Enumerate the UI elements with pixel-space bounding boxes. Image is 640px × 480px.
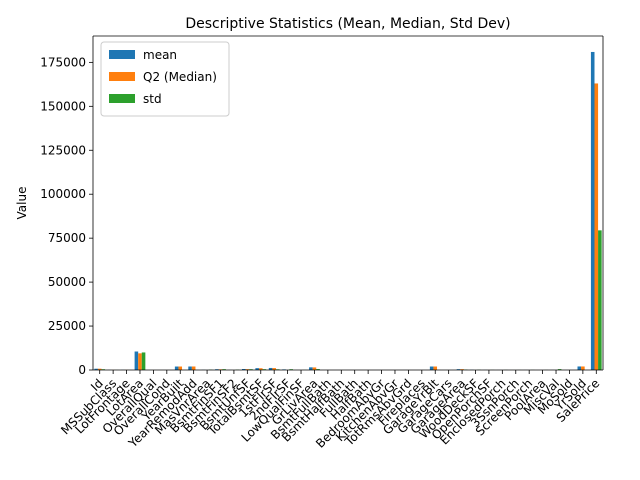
bar <box>590 51 595 371</box>
bar <box>191 366 196 370</box>
bar <box>594 83 599 370</box>
bar <box>268 367 273 370</box>
legend-swatch <box>109 50 135 59</box>
bar <box>312 367 317 370</box>
bar <box>557 369 562 370</box>
bar <box>255 368 259 370</box>
bar <box>134 351 139 370</box>
bar <box>309 367 313 370</box>
legend: mean Q2 (Median) std <box>100 41 230 117</box>
bar <box>581 366 585 370</box>
bar <box>141 352 146 370</box>
y-tick-label: 125000 <box>40 143 86 157</box>
bar <box>429 366 434 370</box>
bar <box>460 369 464 370</box>
bar <box>174 366 179 370</box>
y-tick-label: 100000 <box>40 187 86 201</box>
y-tick-label: 50000 <box>48 275 86 289</box>
legend-label: std <box>143 92 162 106</box>
bar <box>241 369 246 370</box>
y-axis-label: Value <box>15 187 29 220</box>
legend-swatch <box>109 72 135 81</box>
bar <box>188 366 192 370</box>
bar <box>598 230 602 370</box>
legend-swatch <box>109 94 135 103</box>
bar <box>94 368 98 370</box>
y-tick-label: 0 <box>78 363 86 377</box>
bar <box>433 366 438 370</box>
plot-area <box>94 51 602 371</box>
bar <box>138 353 142 370</box>
y-tick-label: 150000 <box>40 99 86 113</box>
bar <box>272 368 276 370</box>
x-axis: IdMSSubClassLotFrontageLotAreaOverallQua… <box>58 35 603 451</box>
bar <box>222 369 226 370</box>
legend-label: Q2 (Median) <box>143 70 217 84</box>
bar <box>316 369 320 370</box>
y-tick-label: 75000 <box>48 231 86 245</box>
bar <box>456 369 461 370</box>
y-tick-label: 25000 <box>48 319 86 333</box>
bar <box>258 368 263 370</box>
bar <box>97 368 102 370</box>
bar <box>178 366 183 370</box>
y-axis: 0 25000 50000 75000 100000 125000 150000 175000 <box>40 36 604 377</box>
y-tick-label: 175000 <box>40 55 86 69</box>
bar <box>245 369 250 370</box>
bar <box>577 366 582 370</box>
chart-title: Descriptive Statistics (Mean, Median, St… <box>185 16 510 32</box>
legend-label: mean <box>143 48 177 62</box>
